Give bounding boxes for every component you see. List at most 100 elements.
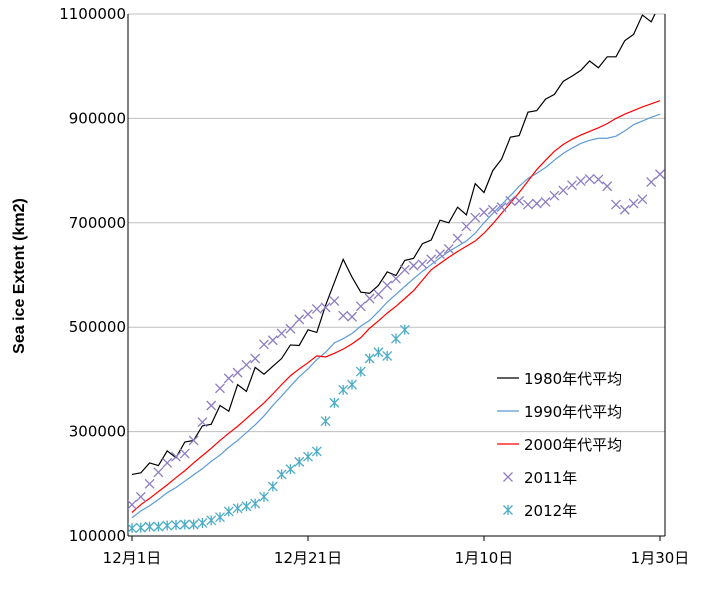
data-point-x bbox=[523, 199, 533, 210]
data-point-star bbox=[285, 464, 296, 475]
data-point-star bbox=[241, 501, 252, 512]
data-point-star bbox=[364, 353, 375, 364]
y-tick-label: 700000 bbox=[69, 214, 126, 232]
series-1 bbox=[131, 14, 656, 475]
data-point-x bbox=[567, 180, 577, 191]
data-point-star bbox=[320, 416, 331, 427]
data-point-x bbox=[487, 204, 498, 215]
data-point-x bbox=[171, 451, 181, 462]
data-point-star bbox=[179, 519, 190, 530]
series-line bbox=[131, 113, 661, 519]
data-point-x bbox=[435, 249, 445, 260]
x-tick-label: 12月21日 bbox=[274, 549, 342, 567]
data-point-x bbox=[611, 199, 621, 210]
data-point-x bbox=[215, 383, 225, 394]
data-point-x bbox=[311, 303, 322, 314]
data-point-star bbox=[329, 397, 340, 408]
series-3 bbox=[131, 100, 661, 513]
data-point-star bbox=[250, 498, 261, 509]
legend-item: 2000年代平均 bbox=[497, 436, 622, 454]
series-4 bbox=[128, 169, 665, 510]
y-tick-label: 100000 bbox=[69, 527, 126, 545]
data-point-star bbox=[399, 324, 410, 335]
data-point-star bbox=[162, 520, 173, 531]
y-tick-label: 500000 bbox=[69, 318, 126, 336]
x-tick-labels: 12月1日 12月21日 1月10日 1月30日 bbox=[103, 549, 690, 567]
data-point-x bbox=[276, 328, 287, 339]
x-tick-label: 1月30日 bbox=[631, 549, 690, 567]
data-point-x bbox=[338, 310, 349, 321]
data-point-x bbox=[408, 260, 419, 271]
data-point-x bbox=[223, 373, 234, 384]
data-point-x bbox=[128, 499, 137, 510]
legend-item: 1990年代平均 bbox=[497, 403, 622, 421]
data-point-star bbox=[206, 515, 217, 526]
y-tick-label: 900000 bbox=[69, 109, 126, 127]
data-point-x bbox=[373, 289, 384, 300]
legend-item: 2011年 bbox=[503, 469, 577, 487]
data-point-x bbox=[540, 196, 551, 207]
data-point-x bbox=[426, 254, 437, 265]
series-line bbox=[131, 14, 656, 475]
data-point-x bbox=[391, 273, 401, 284]
data-point-star bbox=[276, 469, 287, 480]
x-tick-label: 12月1日 bbox=[103, 549, 162, 567]
data-point-star bbox=[135, 522, 146, 533]
series-group bbox=[128, 14, 665, 534]
data-point-x bbox=[602, 181, 613, 192]
legend-label: 2012年 bbox=[524, 502, 577, 520]
legend: 1980年代平均 1990年代平均 2000年代平均 2011年 2012年 bbox=[497, 370, 622, 520]
data-point-x bbox=[329, 296, 340, 307]
series-2 bbox=[131, 113, 661, 519]
legend-label: 1980年代平均 bbox=[524, 370, 622, 388]
data-point-x bbox=[355, 301, 366, 312]
data-point-x bbox=[303, 309, 313, 320]
y-tick-label: 300000 bbox=[69, 423, 126, 441]
data-point-x bbox=[399, 264, 410, 275]
data-point-x bbox=[144, 478, 155, 489]
legend-item: 2012年 bbox=[503, 502, 577, 520]
legend-label: 2011年 bbox=[524, 469, 577, 487]
data-point-star bbox=[347, 379, 357, 390]
plot-axes bbox=[127, 14, 666, 541]
data-point-star bbox=[294, 456, 305, 467]
data-point-x bbox=[575, 176, 586, 186]
data-point-x bbox=[320, 302, 331, 313]
data-point-x bbox=[470, 212, 481, 223]
data-point-x bbox=[628, 198, 639, 209]
data-point-x bbox=[232, 367, 243, 378]
data-point-star bbox=[128, 523, 137, 534]
data-point-x bbox=[479, 207, 489, 218]
data-point-x bbox=[514, 195, 525, 206]
series-line bbox=[131, 100, 661, 513]
y-tick-labels: 100000 300000 500000 700000 900000 1100000 bbox=[59, 5, 126, 545]
data-point-star bbox=[338, 384, 349, 395]
data-point-star bbox=[259, 491, 269, 502]
data-point-x bbox=[558, 185, 569, 196]
data-point-x bbox=[267, 335, 278, 346]
y-tick-label: 1100000 bbox=[59, 5, 126, 23]
data-point-star bbox=[197, 517, 208, 528]
data-point-star bbox=[355, 366, 366, 377]
series-5 bbox=[128, 324, 410, 534]
data-point-star bbox=[373, 347, 384, 358]
x-tick-label: 1月10日 bbox=[455, 549, 514, 567]
data-point-star bbox=[303, 451, 313, 462]
data-point-star bbox=[503, 505, 513, 515]
data-point-x bbox=[153, 467, 164, 478]
data-point-x bbox=[382, 280, 393, 291]
gridlines bbox=[128, 13, 665, 433]
data-point-x bbox=[162, 457, 173, 468]
data-point-x bbox=[549, 190, 560, 201]
y-axis-label: Sea ice Extent (km2) bbox=[11, 198, 28, 354]
data-point-x bbox=[452, 233, 463, 244]
data-point-x bbox=[179, 448, 190, 459]
data-point-star bbox=[382, 350, 393, 361]
data-point-x bbox=[197, 417, 208, 428]
data-point-star bbox=[188, 519, 199, 530]
data-point-x bbox=[443, 243, 454, 254]
data-point-x bbox=[188, 435, 199, 446]
legend-item: 1980年代平均 bbox=[497, 370, 622, 388]
data-point-star bbox=[391, 333, 401, 344]
data-point-x bbox=[619, 204, 630, 215]
